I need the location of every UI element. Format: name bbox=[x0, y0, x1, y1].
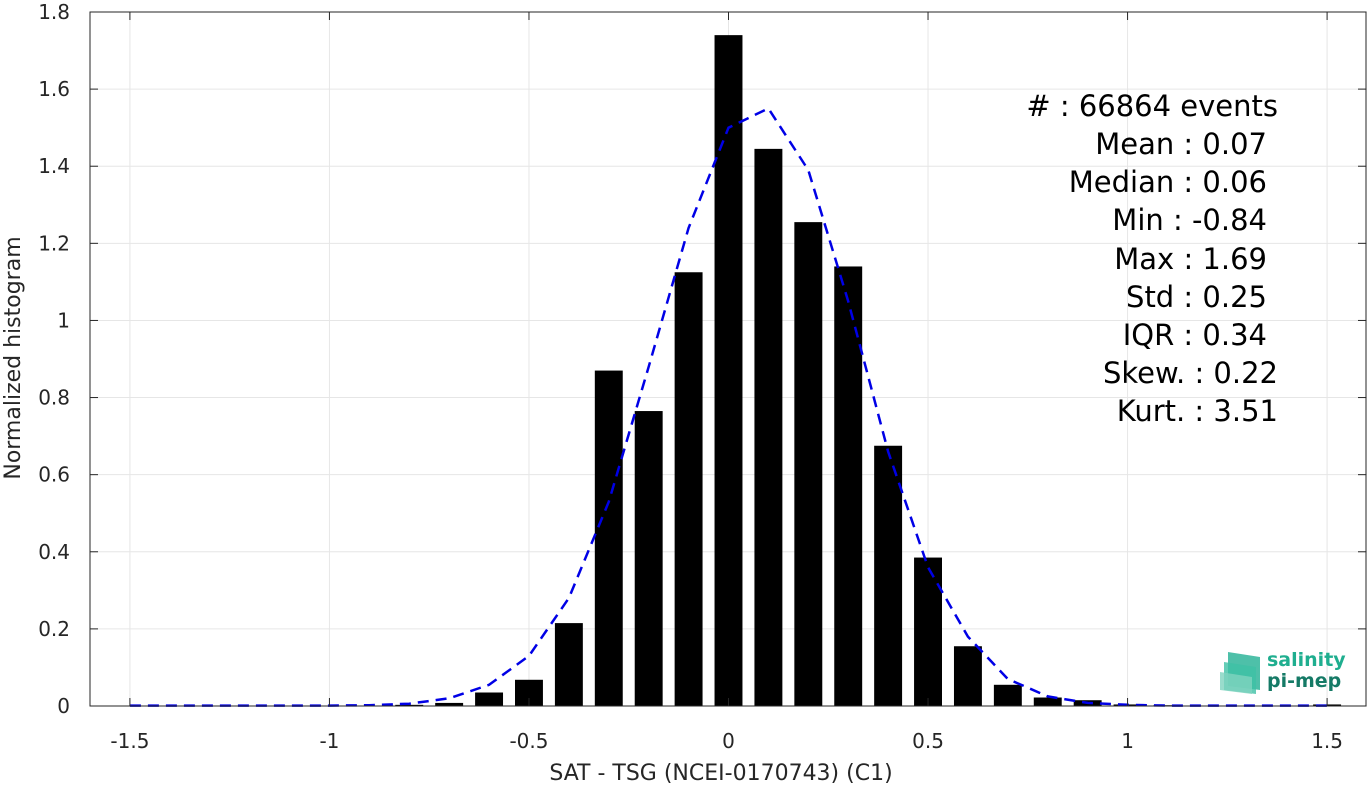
statistics-box: # : 66864 events Mean : 0.07 Median : 0.… bbox=[1026, 89, 1278, 428]
x-tick-label: 1.5 bbox=[1311, 729, 1343, 753]
x-tick-label: 0.5 bbox=[912, 729, 944, 753]
histogram-bar bbox=[794, 222, 823, 706]
y-tick-label: 0.6 bbox=[38, 463, 70, 487]
histogram-bar bbox=[1033, 697, 1062, 706]
y-tick-label: 1 bbox=[57, 308, 70, 332]
histogram-bar bbox=[953, 646, 982, 706]
stat-kurt: Kurt. : 3.51 bbox=[1117, 394, 1278, 428]
salinity-pimep-logo: salinity pi-mep bbox=[1220, 649, 1346, 694]
logo-line2: pi-mep bbox=[1267, 670, 1341, 692]
y-tick-label: 1.6 bbox=[38, 77, 70, 101]
x-axis-label: SAT - TSG (NCEI-0170743) (C1) bbox=[549, 761, 892, 785]
histogram-bar bbox=[594, 370, 623, 706]
y-tick-label: 0 bbox=[57, 694, 70, 718]
y-tick-label: 1.4 bbox=[38, 154, 70, 178]
stat-min: Min : -0.84 bbox=[1112, 203, 1267, 237]
stat-mean: Mean : 0.07 bbox=[1095, 127, 1267, 161]
histogram-bar bbox=[554, 623, 583, 706]
bars-series bbox=[395, 35, 1342, 707]
stat-max: Max : 1.69 bbox=[1114, 242, 1267, 276]
histogram-bar bbox=[914, 557, 942, 706]
histogram-bar bbox=[714, 35, 743, 706]
x-tick-label: 1 bbox=[1121, 729, 1134, 753]
y-tick-label: 0.4 bbox=[38, 540, 70, 564]
stat-std: Std : 0.25 bbox=[1126, 280, 1267, 314]
axes-frame bbox=[89, 11, 1367, 707]
stat-skew: Skew. : 0.22 bbox=[1103, 356, 1278, 390]
histogram-bar bbox=[634, 411, 663, 706]
histogram-bar bbox=[435, 702, 464, 706]
waves-icon bbox=[1220, 652, 1260, 694]
y-tick-label: 0.2 bbox=[38, 617, 70, 641]
histogram-bar bbox=[834, 266, 863, 706]
x-tick-label: 0 bbox=[722, 729, 735, 753]
logo-line1: salinity bbox=[1267, 649, 1346, 671]
histogram-bar bbox=[754, 148, 783, 707]
histogram-bar bbox=[993, 684, 1022, 706]
y-tick-labels: 0 0.2 0.4 0.6 0.8 1 1.2 1.4 1.6 1.8 bbox=[38, 0, 70, 718]
x-tick-label: -1.5 bbox=[110, 729, 149, 753]
histogram-bar bbox=[674, 272, 703, 706]
stat-count: # : 66864 events bbox=[1026, 89, 1278, 123]
x-tick-label: -1 bbox=[319, 729, 339, 753]
x-tick-label: -0.5 bbox=[509, 729, 548, 753]
histogram-bar bbox=[395, 704, 424, 706]
stat-iqr: IQR : 0.34 bbox=[1123, 318, 1267, 352]
y-tick-label: 1.8 bbox=[38, 0, 70, 24]
y-tick-label: 0.8 bbox=[38, 386, 70, 410]
x-tick-labels: -1.5 -1 -0.5 0 0.5 1 1.5 bbox=[110, 729, 1343, 753]
histogram-bar bbox=[874, 445, 903, 706]
stat-median: Median : 0.06 bbox=[1069, 165, 1267, 199]
y-axis-label: Normalized histogram bbox=[1, 236, 26, 479]
y-tick-label: 1.2 bbox=[38, 231, 70, 255]
histogram-bar bbox=[475, 692, 504, 706]
